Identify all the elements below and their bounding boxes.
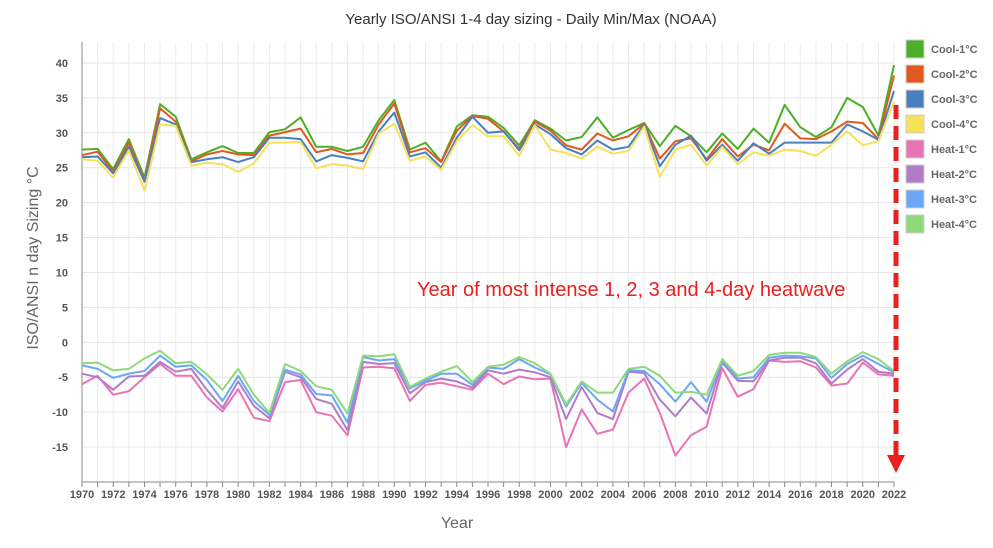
legend-swatch [905, 189, 925, 209]
x-tick-label: 1986 [320, 489, 344, 501]
annotation-text: Year of most intense 1, 2, 3 and 4-day h… [417, 279, 845, 301]
y-tick-label: -15 [52, 442, 68, 454]
legend-swatch [905, 214, 925, 234]
y-tick-label: 30 [56, 128, 68, 140]
legend-label: Heat-3°C [931, 194, 977, 206]
y-axis-title: ISO/ANSI n day Sizing °C [25, 166, 42, 349]
legend-swatch [905, 114, 925, 134]
legend-swatch [905, 164, 925, 184]
legend-swatch [905, 39, 925, 59]
grid [81, 42, 895, 482]
series-line-cool-3-c [81, 90, 895, 183]
y-tick-label: 40 [56, 58, 68, 70]
x-tick-label: 1970 [70, 489, 94, 501]
legend-label: Cool-2°C [931, 69, 978, 81]
legend-label: Heat-1°C [931, 144, 977, 156]
legend: Cool-1°C Cool-2°C Cool-3°C Cool-4°C Heat-1°C… [905, 39, 978, 234]
x-tick-label: 1994 [445, 489, 470, 501]
y-tick-label: 0 [62, 337, 68, 349]
x-tick-label: 1980 [226, 489, 250, 501]
x-tick-label: 2018 [819, 489, 843, 501]
x-tick-label: 2022 [882, 489, 906, 501]
legend-label: Heat-4°C [931, 219, 977, 231]
x-tick-label: 1998 [507, 489, 531, 501]
x-axis-title: Year [441, 515, 474, 532]
annotation-arrow [887, 105, 905, 473]
y-tick-label: -10 [52, 407, 68, 419]
series-lines [81, 64, 895, 457]
legend-swatch [905, 89, 925, 109]
x-tick-label: 1992 [413, 489, 437, 501]
x-tick-label: 1976 [163, 489, 187, 501]
x-tick-label: 1978 [195, 489, 219, 501]
x-tick-label: 2014 [757, 489, 782, 501]
x-tick-label: 1988 [351, 489, 375, 501]
y-tick-label: 25 [56, 163, 68, 175]
y-tick-label: 5 [62, 302, 68, 314]
x-tick-label: 2002 [569, 489, 593, 501]
x-tick-label: 1984 [288, 489, 313, 501]
y-tick-label: 35 [56, 93, 68, 105]
legend-swatch [905, 64, 925, 84]
x-tick-label: 2010 [694, 489, 718, 501]
series-line-heat-1-c [81, 359, 895, 457]
y-tick-label: 10 [56, 267, 68, 279]
y-ticks: -15 -10 -5 0 5 10 15 20 25 30 35 40 [52, 58, 68, 454]
legend-label: Cool-4°C [931, 119, 978, 131]
y-tick-label: -5 [58, 372, 68, 384]
y-tick-label: 20 [56, 198, 68, 210]
x-tick-label: 2006 [632, 489, 656, 501]
x-tick-label: 2020 [851, 489, 875, 501]
y-tick-label: 15 [56, 233, 68, 245]
x-tick-label: 1982 [257, 489, 281, 501]
x-tick-label: 2016 [788, 489, 812, 501]
legend-label: Cool-1°C [931, 44, 978, 56]
axes [81, 42, 895, 487]
x-tick-label: 1996 [476, 489, 500, 501]
chart-title: Yearly ISO/ANSI 1-4 day sizing - Daily M… [345, 11, 716, 28]
series-line-cool-1-c [81, 64, 895, 179]
legend-label: Cool-3°C [931, 94, 978, 106]
x-tick-label: 1972 [101, 489, 125, 501]
series-line-heat-4-c [81, 349, 895, 415]
series-line-cool-4-c [81, 101, 895, 192]
x-tick-label: 2000 [538, 489, 562, 501]
x-ticks: 1970 1972 1974 1976 1978 1980 1982 1984 1986 1988… [70, 489, 906, 501]
series-line-heat-2-c [81, 356, 895, 432]
legend-label: Heat-2°C [931, 169, 977, 181]
x-tick-label: 1974 [132, 489, 157, 501]
x-tick-label: 2012 [726, 489, 750, 501]
x-tick-label: 2004 [601, 489, 626, 501]
x-tick-label: 2008 [663, 489, 687, 501]
legend-swatch [905, 139, 925, 159]
x-tick-label: 1990 [382, 489, 406, 501]
